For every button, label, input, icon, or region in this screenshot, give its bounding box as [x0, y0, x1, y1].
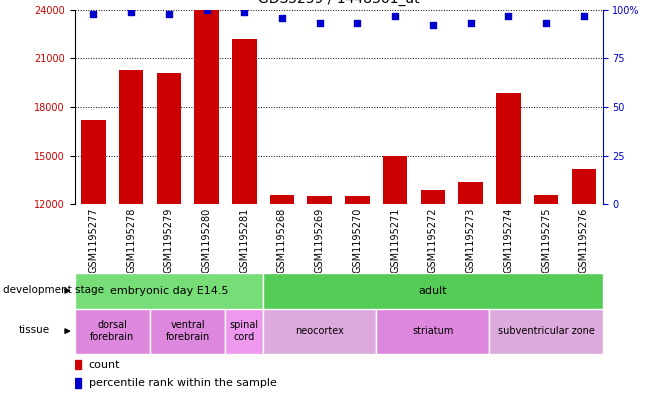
Point [579, 13, 589, 19]
Text: tissue: tissue [19, 325, 50, 335]
Bar [421, 190, 445, 204]
Bar [75, 273, 263, 309]
Text: adult: adult [419, 286, 447, 296]
Point [353, 20, 363, 27]
Point [465, 20, 476, 27]
Bar [150, 309, 226, 354]
Bar [263, 273, 603, 309]
Bar [119, 70, 143, 204]
Text: GSM1195268: GSM1195268 [277, 208, 287, 273]
Text: embryonic day E14.5: embryonic day E14.5 [110, 286, 228, 296]
Text: percentile rank within the sample: percentile rank within the sample [89, 378, 277, 388]
Bar [489, 309, 603, 354]
Text: GSM1195280: GSM1195280 [202, 208, 211, 273]
Text: GSM1195277: GSM1195277 [88, 208, 98, 273]
Point [239, 9, 249, 15]
Bar [534, 195, 559, 204]
Point [88, 11, 98, 17]
Bar [75, 360, 81, 369]
Text: neocortex: neocortex [295, 326, 344, 336]
Point [541, 20, 551, 27]
Bar [496, 92, 520, 204]
Text: GSM1195281: GSM1195281 [239, 208, 249, 273]
Text: GSM1195269: GSM1195269 [315, 208, 325, 273]
Bar [194, 10, 219, 204]
Bar [458, 182, 483, 204]
Text: dorsal
forebrain: dorsal forebrain [90, 320, 134, 342]
Text: GSM1195279: GSM1195279 [164, 208, 174, 273]
Bar [81, 120, 106, 204]
Text: development stage: development stage [3, 285, 104, 295]
Bar [307, 196, 332, 204]
Point [503, 13, 513, 19]
Bar [345, 196, 370, 204]
Bar [157, 73, 181, 204]
Text: GSM1195272: GSM1195272 [428, 208, 438, 273]
Text: GSM1195276: GSM1195276 [579, 208, 589, 273]
Text: GSM1195275: GSM1195275 [541, 208, 551, 273]
Text: GSM1195273: GSM1195273 [466, 208, 476, 273]
Text: subventricular zone: subventricular zone [498, 326, 594, 336]
Point [428, 22, 438, 29]
Bar [75, 309, 150, 354]
Bar [263, 309, 376, 354]
Bar [232, 39, 257, 204]
Bar [270, 195, 294, 204]
Point [126, 9, 136, 15]
Text: GSM1195270: GSM1195270 [353, 208, 362, 273]
Bar [383, 156, 408, 204]
Point [202, 7, 212, 13]
Title: GDS5259 / 1448361_at: GDS5259 / 1448361_at [258, 0, 419, 6]
Text: count: count [89, 360, 121, 369]
Point [390, 13, 400, 19]
Text: striatum: striatum [412, 326, 454, 336]
Point [164, 11, 174, 17]
Text: spinal
cord: spinal cord [229, 320, 259, 342]
Bar [226, 309, 263, 354]
Text: ventral
forebrain: ventral forebrain [165, 320, 210, 342]
Text: GSM1195274: GSM1195274 [503, 208, 513, 273]
Point [277, 15, 287, 21]
Text: GSM1195271: GSM1195271 [390, 208, 400, 273]
Point [314, 20, 325, 27]
Bar [572, 169, 596, 204]
Bar [376, 309, 489, 354]
Bar [75, 378, 81, 388]
Text: GSM1195278: GSM1195278 [126, 208, 136, 273]
